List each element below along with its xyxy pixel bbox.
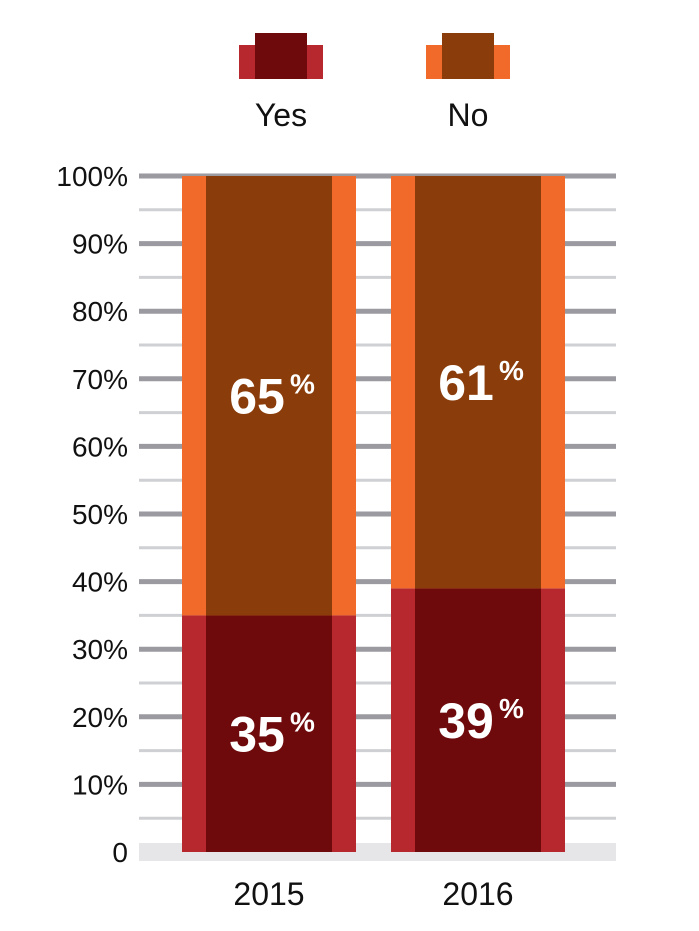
y-tick-label: 90%	[72, 229, 128, 260]
y-tick-label: 40%	[72, 567, 128, 598]
legend-swatch-core-no	[442, 33, 494, 79]
x-category-label: 2015	[233, 876, 304, 912]
data-label-value: 39	[438, 693, 494, 749]
bar-core-yes-2015	[206, 615, 332, 852]
y-tick-label: 10%	[72, 769, 128, 800]
data-label-percent-sign: %	[290, 707, 315, 738]
data-label-percent-sign: %	[499, 693, 524, 724]
y-tick-label: 100%	[56, 161, 128, 192]
y-tick-label: 0	[112, 837, 128, 868]
data-label-value: 65	[229, 369, 285, 425]
y-tick-label: 70%	[72, 364, 128, 395]
y-tick-label: 80%	[72, 296, 128, 327]
legend-swatch-core-yes	[255, 33, 307, 79]
data-label-percent-sign: %	[290, 369, 315, 400]
data-label-value: 35	[229, 707, 285, 763]
y-tick-label: 30%	[72, 634, 128, 665]
y-tick-label: 20%	[72, 702, 128, 733]
legend-label-no: No	[448, 97, 489, 133]
data-label-value: 61	[438, 355, 494, 411]
bar-core-yes-2016	[415, 588, 541, 852]
x-category-label: 2016	[442, 876, 513, 912]
bar-core-no-2016	[415, 176, 541, 589]
y-tick-label: 50%	[72, 499, 128, 530]
legend-label-yes: Yes	[255, 97, 307, 133]
bar-core-no-2015	[206, 176, 332, 616]
y-tick-label: 60%	[72, 431, 128, 462]
data-label-percent-sign: %	[499, 355, 524, 386]
